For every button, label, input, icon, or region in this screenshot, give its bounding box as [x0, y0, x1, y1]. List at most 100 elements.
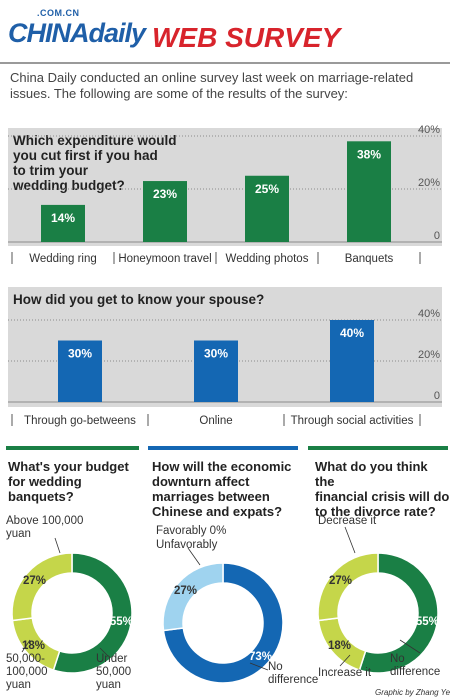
- question-line: How will the economic: [152, 459, 292, 474]
- label-no-difference: No difference: [268, 661, 318, 687]
- donut-value-label: 18%: [22, 640, 45, 652]
- y-tick-label: 0: [434, 230, 440, 242]
- y-tick-label: 20%: [418, 177, 440, 189]
- leader-line: [344, 526, 356, 554]
- donut-slice: [162, 562, 224, 632]
- title-line: you cut first if you had: [13, 148, 158, 163]
- bar: [58, 340, 102, 402]
- chart-title-expenditure: Which expenditure would you cut first if…: [13, 133, 188, 193]
- leader-line: [99, 647, 109, 657]
- question-line: Chinese and expats?: [152, 504, 283, 519]
- label-increase-it: Increase it: [318, 667, 372, 679]
- leader-line: [339, 654, 351, 667]
- donut-value-label: 55%: [416, 616, 439, 628]
- label-above-100000: Above 100,000 yuan: [6, 515, 83, 541]
- question-line: financial crisis will do: [315, 489, 450, 504]
- donut-slice: [358, 552, 439, 674]
- label-unfavorably: Unfavorably: [156, 539, 218, 551]
- label-line: 100,000: [6, 666, 48, 678]
- leader-line: [399, 639, 421, 654]
- bar: [245, 175, 289, 242]
- question-line: What do you think the: [315, 459, 428, 489]
- title-line: wedding budget?: [13, 178, 125, 193]
- label-line: yuan: [6, 679, 31, 691]
- label-favorably: Favorably 0%: [156, 525, 227, 537]
- x-category-label: Banquets: [345, 253, 394, 265]
- donut-value-label: 27%: [174, 585, 197, 597]
- leader-line: [187, 547, 201, 566]
- label-line: No: [390, 653, 405, 665]
- donut-slice: [52, 552, 133, 674]
- x-category-label: Through go-betweens: [24, 415, 136, 427]
- y-tick-label: 20%: [418, 349, 440, 361]
- x-category-label: Through social activities: [291, 415, 414, 427]
- bar-value-label: 23%: [153, 187, 177, 201]
- label-line: 50,000-: [6, 653, 46, 665]
- question-divorce-rate: What do you think the financial crisis w…: [315, 459, 450, 519]
- question-economic-downturn: How will the economic downturn affect ma…: [152, 459, 302, 519]
- bar-chart-expenditure: 40% 20% 0 14% Wedding ring 23% Honeymoon trave…: [8, 124, 442, 265]
- bar-value-label: 38%: [357, 147, 381, 161]
- page-title: WEB SURVEY: [152, 22, 341, 53]
- title-line: to trim your: [13, 163, 89, 178]
- x-category-label: Wedding photos: [226, 253, 309, 265]
- donut-slice: [317, 552, 379, 622]
- donut-value-label: 27%: [329, 575, 352, 587]
- donut-value-label: 27%: [23, 575, 46, 587]
- question-line: downturn affect: [152, 474, 250, 489]
- header: [0, 0, 450, 62]
- label-line: yuan: [96, 679, 121, 691]
- donut-slice: [11, 552, 73, 622]
- leader-line: [54, 537, 61, 554]
- label-line: Under: [96, 653, 128, 665]
- question-line: banquets?: [8, 489, 74, 504]
- label-line: difference: [268, 674, 319, 686]
- bar-value-label: 14%: [51, 211, 75, 225]
- label-no-difference: No difference: [390, 653, 440, 679]
- label-line: yuan: [6, 528, 31, 540]
- intro-text: China Daily conducted an online survey l…: [10, 70, 414, 101]
- question-line: What's your budget: [8, 459, 129, 474]
- y-tick-label: 0: [434, 390, 440, 402]
- label-under-50000: Under 50,000 yuan: [96, 653, 131, 692]
- question-banquet-budget: What's your budget for wedding banquets?: [8, 459, 138, 504]
- bar: [347, 141, 391, 242]
- y-tick-label: 40%: [418, 308, 440, 320]
- x-category-label: Wedding ring: [29, 253, 97, 265]
- chart-title-spouse: How did you get to know your spouse?: [13, 292, 265, 307]
- label-line: Above 100,000: [6, 515, 84, 527]
- topbar-green: [6, 446, 139, 450]
- label-line: 50,000: [96, 666, 132, 678]
- donut-value-label: 73%: [249, 651, 272, 663]
- bar-value-label: 30%: [204, 347, 228, 361]
- bar-value-label: 25%: [255, 182, 279, 196]
- bar-value-label: 40%: [340, 326, 364, 340]
- bar-chart-spouse: 40% 20% 0 30% Through go-betweens 30% Online 40…: [8, 308, 442, 427]
- donut-slice: [162, 562, 284, 684]
- leader-line: [249, 662, 269, 671]
- header-divider: [0, 62, 450, 64]
- topbar-blue: [148, 446, 298, 450]
- x-category-label: Honeymoon travel: [118, 253, 211, 265]
- x-category-label: Online: [199, 415, 232, 427]
- bar: [330, 320, 374, 402]
- donut-value-label: 55%: [110, 616, 133, 628]
- logo-domain: .COM.CN: [37, 8, 80, 18]
- bar-value-label: 30%: [68, 347, 92, 361]
- donut-value-label: 18%: [328, 640, 351, 652]
- y-tick-label: 40%: [418, 124, 440, 136]
- chinadaily-logo: CHINAdaily: [8, 18, 146, 48]
- leader-line: [21, 639, 31, 653]
- topbar-green: [308, 446, 448, 450]
- bar: [194, 340, 238, 402]
- label-decrease-it: Decrease it: [318, 515, 377, 527]
- title-line: Which expenditure would: [13, 133, 177, 148]
- label-50000-100000: 50,000- 100,000 yuan: [6, 653, 48, 692]
- question-line: marriages between: [152, 489, 270, 504]
- bar: [41, 204, 85, 242]
- question-line: to the divorce rate?: [315, 504, 436, 519]
- label-line: difference: [390, 666, 441, 678]
- graphic-credit: Graphic by Zhang Ye: [375, 688, 450, 697]
- label-line: No: [268, 661, 283, 673]
